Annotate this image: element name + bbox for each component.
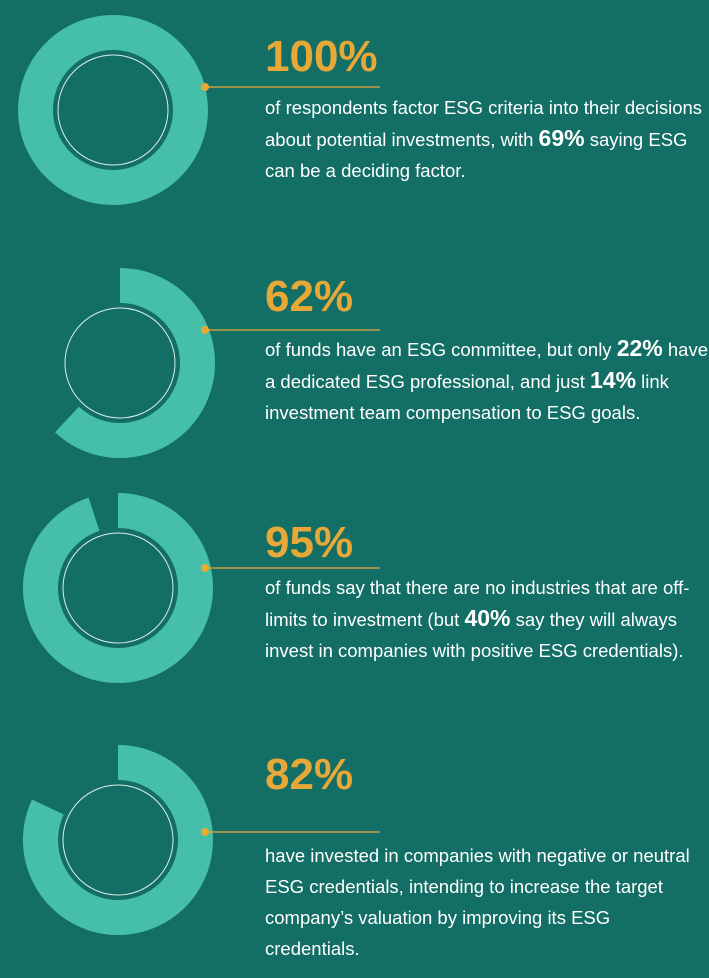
- highlight: 69%: [538, 125, 585, 151]
- stat-text: of funds have an ESG committee, but only…: [265, 333, 709, 428]
- text: have a dedicated ESG professional, and j…: [265, 339, 709, 392]
- highlight: 14%: [589, 367, 637, 393]
- text: say they will always invest in companies…: [265, 609, 684, 661]
- stat-value: 95%: [265, 518, 354, 567]
- text: saying ESG can be a deciding factor.: [265, 129, 688, 181]
- donut-arc: [23, 493, 213, 683]
- highlight: 22%: [616, 335, 663, 361]
- connector-dot: [201, 326, 209, 334]
- stat-value: 100%: [265, 32, 378, 81]
- stat-value: 62%: [265, 272, 354, 321]
- inner-ring: [62, 784, 174, 896]
- connector-dot: [201, 564, 209, 572]
- donut-arc: [54, 268, 215, 458]
- inner-ring: [62, 532, 174, 644]
- text: have invested in companies with negative…: [265, 845, 690, 959]
- stat-text: of funds say that there are no industrie…: [265, 572, 709, 666]
- stat-text: have invested in companies with negative…: [265, 840, 709, 964]
- highlight: 40%: [464, 605, 511, 631]
- inner-ring: [57, 54, 169, 166]
- stat-text: of respondents factor ESG criteria into …: [265, 92, 709, 186]
- stat-value: 82%: [265, 750, 354, 799]
- connector-dot: [201, 828, 209, 836]
- donut-ring: [18, 15, 208, 205]
- text: of funds have an ESG committee, but only: [265, 339, 617, 360]
- donut-arc: [23, 745, 213, 935]
- connector-dot: [201, 83, 209, 91]
- inner-ring: [64, 307, 176, 419]
- text: of funds say that there are no industrie…: [265, 577, 690, 630]
- text: of respondents factor ESG criteria into …: [265, 97, 703, 150]
- text: link investment team compensation to ESG…: [265, 371, 669, 423]
